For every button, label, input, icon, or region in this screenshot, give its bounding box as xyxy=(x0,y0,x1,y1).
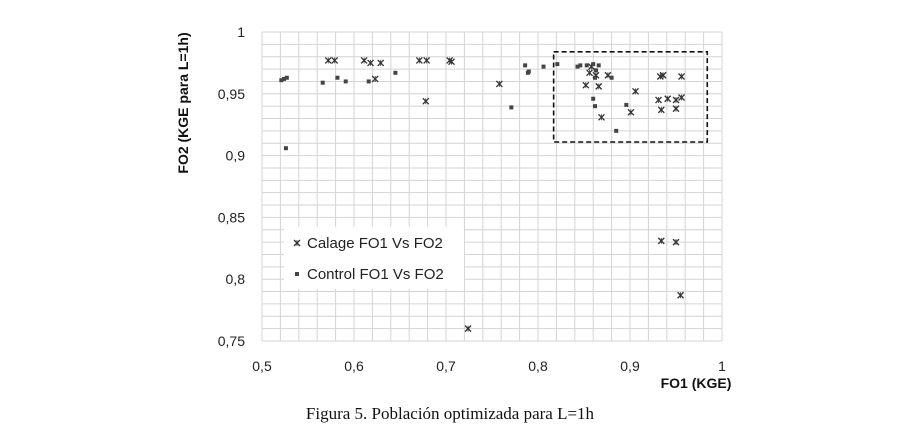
data-point-calage xyxy=(324,56,332,64)
data-point-calage xyxy=(464,325,472,333)
data-point-calage xyxy=(655,96,662,104)
data-point-control xyxy=(575,64,580,69)
data-point-control xyxy=(593,104,598,109)
data-point-calage xyxy=(367,59,375,67)
legend-label-control: Control FO1 Vs FO2 xyxy=(307,266,444,283)
x-tick-label: 0,9 xyxy=(620,358,640,374)
y-tick-label: 0,75 xyxy=(218,333,245,349)
data-point-control xyxy=(393,70,398,75)
data-point-calage xyxy=(627,108,635,116)
x-tick-label: 0,6 xyxy=(344,358,364,374)
data-point-control xyxy=(541,64,546,69)
data-points xyxy=(279,56,685,333)
y-tick-label: 1 xyxy=(237,24,245,40)
data-point-calage xyxy=(598,113,605,121)
data-point-calage xyxy=(415,56,423,64)
data-point-control xyxy=(584,63,589,68)
highlight-box xyxy=(552,50,709,143)
y-axis-label: FO2 (KGE para L=1h) xyxy=(175,32,191,173)
data-point-control xyxy=(624,102,629,107)
data-point-control xyxy=(282,76,287,81)
data-point-calage xyxy=(672,238,680,246)
data-point-control xyxy=(523,63,528,68)
x-tick-label: 0,5 xyxy=(252,358,272,374)
y-tick-label: 0,95 xyxy=(218,86,245,102)
data-point-calage xyxy=(657,106,665,114)
data-point-calage xyxy=(582,81,590,89)
tick-labels: 0,5 0,6 0,7 0,8 0,9 1 0,75 0,8 0,85 0,9 0,95 1 xyxy=(218,24,726,374)
data-point-calage xyxy=(672,96,680,104)
legend-marker-control xyxy=(295,272,299,276)
data-point-control xyxy=(614,128,619,133)
grid-lines xyxy=(261,31,723,342)
data-point-calage xyxy=(672,105,680,113)
data-point-control xyxy=(343,79,348,84)
data-point-control xyxy=(593,68,598,73)
data-point-control xyxy=(609,75,614,80)
x-tick-label: 0,8 xyxy=(528,358,548,374)
y-tick-label: 0,9 xyxy=(226,148,246,164)
data-point-calage xyxy=(360,56,368,64)
data-point-calage xyxy=(331,56,339,64)
data-point-control xyxy=(284,75,289,80)
legend-icon-calage xyxy=(293,239,301,247)
data-point-control xyxy=(596,63,601,68)
data-point-calage xyxy=(377,59,385,67)
data-point-calage xyxy=(586,69,593,77)
legend-label-calage: Calage FO1 Vs FO2 xyxy=(307,235,443,252)
data-point-calage xyxy=(448,58,455,66)
legend-marker-calage xyxy=(293,239,301,247)
data-point-calage xyxy=(678,94,685,101)
data-point-calage xyxy=(422,97,430,105)
data-point-control xyxy=(283,146,288,151)
data-point-control xyxy=(526,69,531,74)
legend-background xyxy=(284,227,464,289)
data-point-control xyxy=(578,63,583,68)
data-point-control xyxy=(593,75,598,80)
highlight-box-rect xyxy=(552,50,709,143)
data-point-control xyxy=(366,79,371,84)
data-point-calage xyxy=(659,71,667,79)
x-tick-label: 1 xyxy=(718,358,726,374)
legend: Calage FO1 Vs FO2 Control FO1 Vs FO2 xyxy=(284,227,464,289)
data-point-control xyxy=(555,62,560,67)
data-point-control xyxy=(279,78,284,83)
x-axis-label: FO1 (KGE) xyxy=(661,375,732,391)
data-point-calage xyxy=(677,291,685,299)
data-point-control xyxy=(509,105,514,110)
legend-icon-control xyxy=(295,272,299,276)
y-tick-label: 0,85 xyxy=(218,209,245,225)
scatter-chart: 0,5 0,6 0,7 0,8 0,9 1 0,75 0,8 0,85 0,9 0,95 1 FO1 … xyxy=(175,24,732,391)
data-point-control xyxy=(335,75,340,80)
data-point-control xyxy=(591,62,596,67)
data-point-calage xyxy=(423,56,431,64)
data-point-calage xyxy=(371,75,379,83)
y-tick-label: 0,8 xyxy=(226,271,246,287)
data-point-control xyxy=(591,96,596,101)
figure-caption: Figura 5. Población optimizada para L=1h xyxy=(305,404,595,423)
data-point-calage xyxy=(657,237,665,245)
data-point-control xyxy=(320,80,325,85)
data-point-calage xyxy=(632,87,639,95)
data-point-calage xyxy=(664,95,672,103)
data-point-calage xyxy=(595,82,603,90)
data-point-calage xyxy=(495,80,503,88)
x-tick-label: 0,7 xyxy=(436,358,456,374)
data-point-calage xyxy=(678,73,685,80)
